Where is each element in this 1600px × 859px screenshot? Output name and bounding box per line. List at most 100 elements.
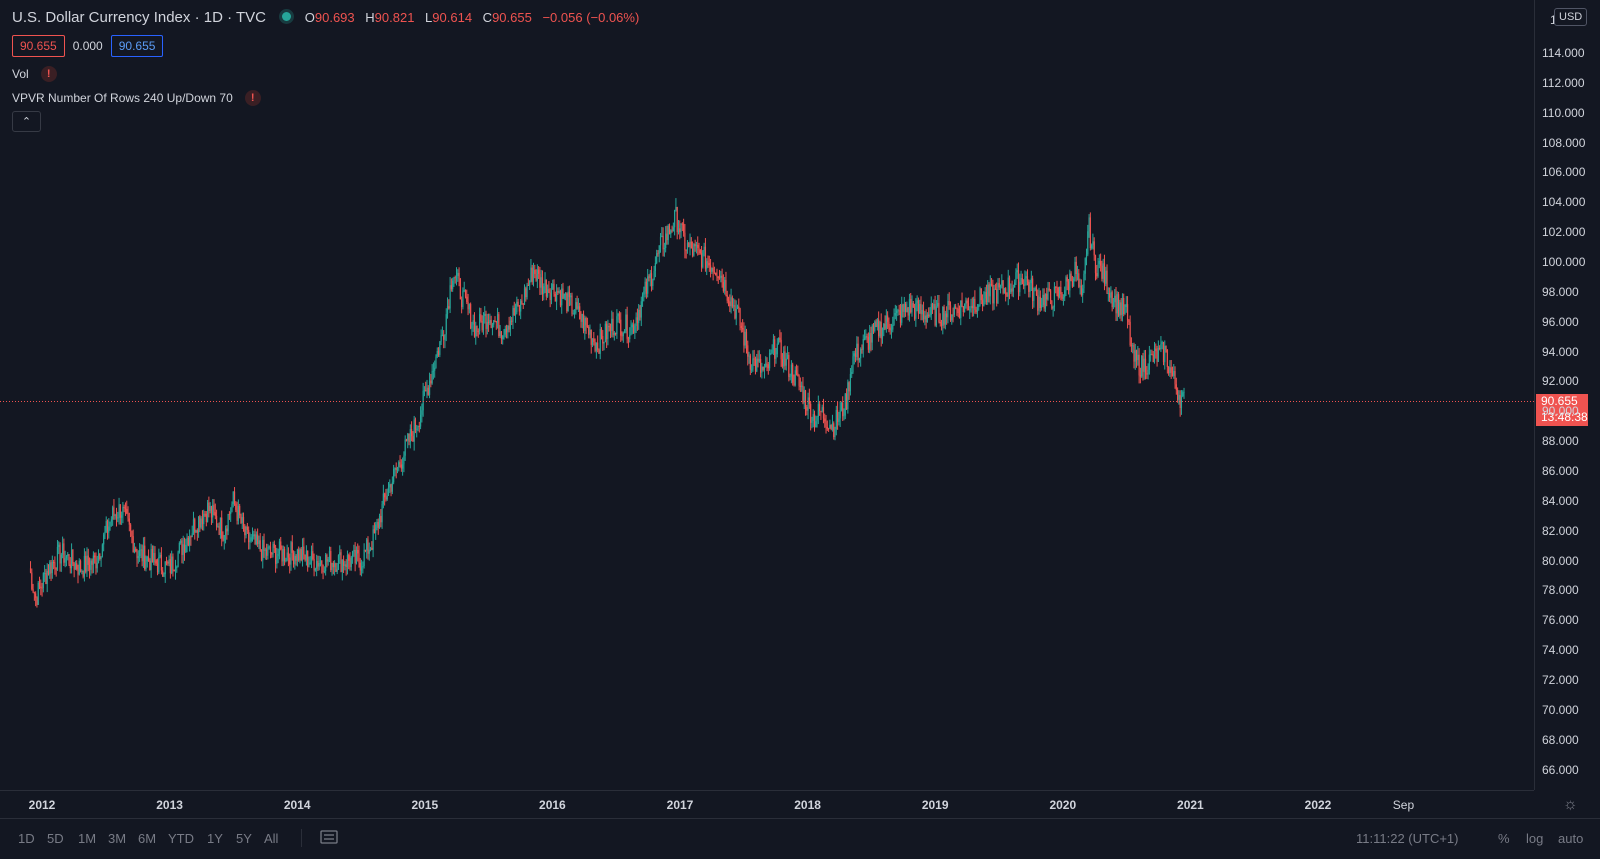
candle-body <box>811 421 813 423</box>
collapse-legend-button[interactable]: ⌃ <box>12 111 41 132</box>
timeframe-button-5d[interactable]: 5D <box>47 831 64 846</box>
timeframe-button-1d[interactable]: 1D <box>18 831 35 846</box>
candle-body <box>160 554 162 571</box>
low-label: L <box>425 10 433 25</box>
price-tick-label: 102.000 <box>1542 225 1586 240</box>
date-range-icon[interactable] <box>320 829 338 845</box>
currency-button[interactable]: USD <box>1554 8 1588 26</box>
indicator-vol[interactable]: Vol ! <box>12 66 57 82</box>
candle-body <box>99 553 101 560</box>
candle-body <box>360 566 363 571</box>
candle-body <box>244 526 246 536</box>
candle-body <box>1120 302 1122 315</box>
candle-body <box>477 330 479 332</box>
candle-body <box>620 319 622 336</box>
candle-body <box>105 521 107 532</box>
candle-body <box>222 538 224 541</box>
time-axis[interactable] <box>0 790 1534 819</box>
sell-price-button[interactable]: 90.655 <box>12 35 65 57</box>
candle-body <box>142 545 145 562</box>
candle-body <box>996 289 998 304</box>
candle-body <box>110 519 112 522</box>
candle-body <box>684 232 686 250</box>
candle-body <box>340 552 342 572</box>
candle-body <box>156 563 159 573</box>
warning-icon[interactable]: ! <box>40 66 57 82</box>
timeframe-button-1y[interactable]: 1Y <box>207 831 223 846</box>
candle-body <box>767 364 769 369</box>
candle-body <box>903 303 905 312</box>
timeframe-button-ytd[interactable]: YTD <box>168 831 194 846</box>
candle-body <box>51 562 53 574</box>
candle-body <box>369 548 372 550</box>
candle-body <box>997 283 999 304</box>
low-value: 90.614 <box>432 10 473 25</box>
chart-pane[interactable]: U.S. Dollar Currency Index · 1D · TVC O9… <box>0 0 1534 790</box>
candle-body <box>695 244 698 247</box>
candle-body <box>913 307 916 319</box>
log-scale-button[interactable]: log <box>1526 831 1544 846</box>
candle-body <box>53 562 55 564</box>
candle-body <box>1102 263 1104 279</box>
candle-body <box>906 307 908 312</box>
candle-body <box>888 321 890 328</box>
timeframe-button-6m[interactable]: 6M <box>138 831 157 846</box>
auto-scale-button[interactable]: auto <box>1558 831 1584 846</box>
candle-body <box>693 244 695 256</box>
candle-body <box>1005 288 1007 295</box>
candle-body <box>90 560 92 570</box>
percent-scale-button[interactable]: % <box>1498 831 1510 846</box>
candle-body <box>65 556 68 559</box>
candle-body <box>173 570 175 572</box>
candle-body <box>858 358 860 361</box>
candle-body <box>109 521 111 527</box>
candle-body <box>951 314 953 321</box>
candle-body <box>280 541 282 550</box>
candle-body <box>271 553 273 555</box>
candle-body <box>154 552 156 561</box>
candle-body <box>309 562 311 564</box>
candle-body <box>981 300 984 307</box>
candle-body <box>64 558 66 563</box>
candle-body <box>584 317 586 331</box>
candle-body <box>276 556 278 564</box>
buy-price-button[interactable]: 90.655 <box>110 35 164 57</box>
timeframe-button-5y[interactable]: 5Y <box>236 831 252 846</box>
candle-body <box>813 414 816 428</box>
candle-body <box>1060 286 1062 295</box>
settings-gear-icon[interactable]: ☼ <box>1563 796 1578 813</box>
candle-body <box>579 306 581 320</box>
candle-body <box>1085 254 1088 259</box>
candle-body <box>81 570 83 572</box>
price-tick-label: 68.000 <box>1542 732 1579 747</box>
price-chart[interactable] <box>0 0 1534 790</box>
candle-body <box>425 390 427 392</box>
candle-body <box>500 331 503 340</box>
candle-body <box>353 549 355 552</box>
open-value: 90.693 <box>314 10 355 25</box>
candle-body <box>1049 290 1052 301</box>
candle-body <box>512 308 514 322</box>
candle-body <box>1025 276 1027 279</box>
candle-body <box>121 515 123 518</box>
candle-body <box>273 544 275 548</box>
timeframe-button-1m[interactable]: 1M <box>78 831 97 846</box>
candle-body <box>1134 350 1136 362</box>
candle-body <box>617 313 619 317</box>
symbol-title[interactable]: U.S. Dollar Currency Index · 1D · TVC <box>12 9 266 26</box>
candle-body <box>203 513 205 525</box>
candle-body <box>1110 292 1112 298</box>
candle-body <box>283 548 286 562</box>
candle-body <box>434 367 436 371</box>
warning-icon[interactable]: ! <box>244 90 261 106</box>
indicator-vpvr[interactable]: VPVR Number Of Rows 240 Up/Down 70 ! <box>12 90 261 106</box>
candle-body <box>317 560 319 567</box>
timeframe-button-all[interactable]: All <box>264 831 279 846</box>
candle-body <box>413 419 415 442</box>
candle-body <box>761 366 763 373</box>
timezone-clock[interactable]: 11:11:22 (UTC+1) <box>1356 831 1459 846</box>
candle-body <box>1097 264 1099 277</box>
candle-body <box>91 560 93 565</box>
timeframe-button-3m[interactable]: 3M <box>108 831 127 846</box>
candle-body <box>426 387 428 391</box>
